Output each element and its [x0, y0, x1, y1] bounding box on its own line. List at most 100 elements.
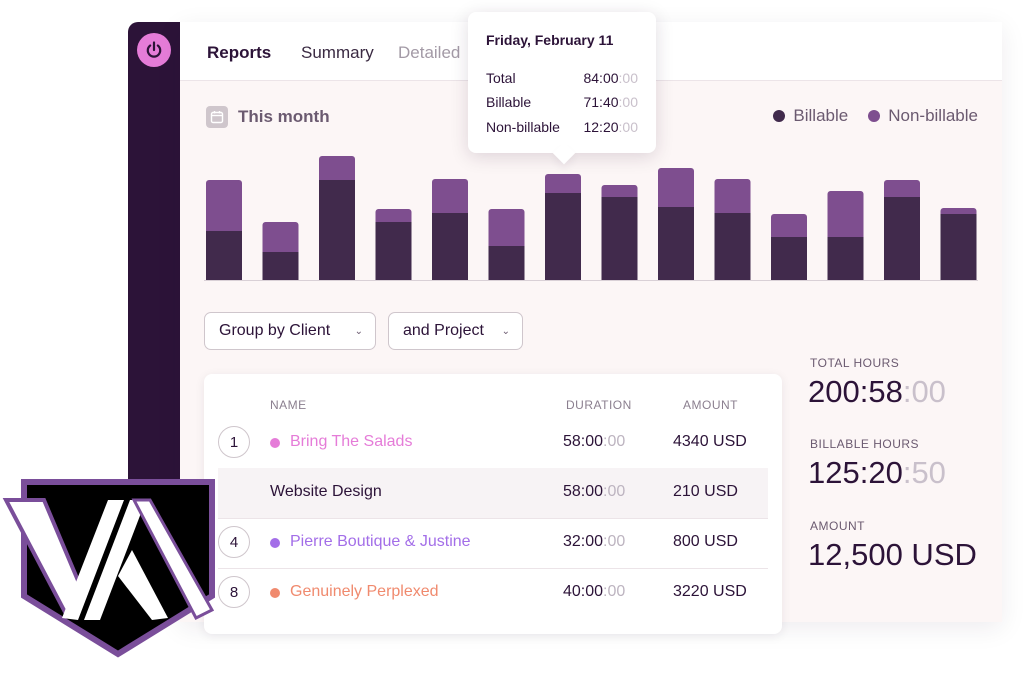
bar-segment-billable	[940, 214, 977, 280]
chart-bar[interactable]	[714, 179, 751, 280]
row-duration: 40:00:00	[563, 583, 625, 601]
tooltip-value: 71:40:00	[583, 94, 638, 110]
bar-segment-non-billable	[714, 179, 751, 216]
column-header-name: NAME	[270, 398, 307, 412]
bar-segment-billable	[827, 237, 864, 280]
tooltip-value-main: 71:40	[583, 94, 619, 110]
chart-bar[interactable]	[206, 180, 242, 280]
duration-value: 58:00	[563, 483, 604, 500]
tooltip-value-main: 12:20	[583, 119, 619, 135]
row-amount: 800 USD	[673, 533, 738, 550]
duration-faded: :00	[603, 483, 626, 500]
table-row[interactable]: 8 Genuinely Perplexed 40:00:00 3220 USD	[218, 568, 768, 618]
bar-segment-billable	[262, 252, 299, 280]
chevron-down-icon: ⌄	[354, 325, 363, 337]
chart-bar[interactable]	[545, 174, 581, 280]
sidebar	[128, 22, 180, 502]
chart-bar[interactable]	[601, 185, 638, 280]
bar-segment-billable	[545, 193, 581, 280]
tooltip-row-total: Total 84:00:00	[486, 70, 638, 86]
total-hours-label: TOTAL HOURS	[810, 356, 900, 370]
bar-segment-non-billable	[319, 156, 355, 183]
row-number: 8	[218, 576, 250, 608]
amount-label: AMOUNT	[810, 519, 865, 533]
client-color-dot	[270, 588, 280, 598]
bar-segment-billable	[658, 207, 694, 280]
billable-hours-main: 125:20	[808, 455, 903, 490]
table-row[interactable]: 1 Bring The Salads 58:00:00 4340 USD	[218, 418, 768, 469]
tooltip-label: Total	[486, 70, 516, 86]
bar-segment-billable	[488, 246, 525, 280]
chart-bar[interactable]	[827, 191, 864, 280]
sub-group-dropdown[interactable]: and Project ⌄	[388, 312, 523, 350]
bar-segment-non-billable	[432, 179, 468, 216]
tab-detailed[interactable]: Detailed	[398, 43, 461, 62]
chart-bar[interactable]	[771, 214, 807, 280]
group-by-value: Group by Client	[219, 322, 331, 339]
chevron-down-icon: ⌄	[501, 325, 510, 337]
client-name[interactable]: Bring The Salads	[290, 433, 413, 450]
period-selector[interactable]: This month	[206, 106, 330, 128]
row-duration: 32:00:00	[563, 533, 625, 551]
duration-faded: :00	[603, 433, 626, 450]
legend-dot	[773, 110, 786, 122]
chart-bar[interactable]	[319, 156, 355, 280]
bar-segment-non-billable	[658, 168, 694, 210]
duration-faded: :00	[603, 533, 626, 550]
group-by-dropdown[interactable]: Group by Client ⌄	[204, 312, 376, 350]
chart-bar[interactable]	[488, 209, 525, 280]
period-label: This month	[238, 107, 330, 126]
bar-segment-billable	[714, 213, 751, 280]
row-amount: 4340 USD	[673, 433, 747, 450]
tooltip-value-faded: :00	[618, 119, 638, 135]
amount-value: 12,500 USD	[808, 537, 977, 572]
bar-chart	[204, 156, 978, 281]
chart-bar[interactable]	[884, 180, 920, 280]
row-amount: 3220 USD	[673, 583, 747, 600]
row-number: 4	[218, 526, 250, 558]
tab-reports[interactable]: Reports	[207, 43, 272, 62]
tooltip-row-billable: Billable 71:40:00	[486, 94, 638, 110]
duration-value: 58:00	[563, 433, 604, 450]
tooltip-value-main: 84:00	[583, 70, 619, 86]
chart-bar[interactable]	[262, 222, 299, 280]
power-button[interactable]	[137, 33, 171, 67]
tooltip-value-faded: :00	[618, 70, 638, 86]
tooltip-value-faded: :00	[618, 94, 638, 110]
client-color-dot	[270, 438, 280, 448]
calendar-icon	[206, 106, 228, 128]
chart-bar[interactable]	[432, 179, 468, 280]
bar-segment-non-billable	[827, 191, 864, 240]
chart-bar[interactable]	[658, 168, 694, 280]
legend-non-billable: Non-billable	[868, 106, 978, 126]
client-color-dot	[270, 538, 280, 548]
shield-logo	[2, 479, 215, 658]
bar-segment-billable	[884, 197, 920, 280]
bar-segment-billable	[432, 213, 468, 280]
row-amount: 210 USD	[673, 483, 738, 500]
legend-billable: Billable	[773, 106, 848, 126]
client-name[interactable]: Pierre Boutique & Justine	[290, 533, 471, 550]
bar-segment-billable	[319, 180, 355, 280]
client-name[interactable]: Genuinely Perplexed	[290, 583, 439, 600]
chart-legend: Billable Non-billable	[773, 106, 978, 126]
chart-bar[interactable]	[940, 208, 977, 280]
tooltip-row-non-billable: Non-billable 12:20:00	[486, 119, 638, 135]
report-table: NAME DURATION AMOUNT 1 Bring The Salads …	[204, 374, 782, 634]
table-row[interactable]: 4 Pierre Boutique & Justine 32:00:00 800…	[218, 518, 768, 569]
project-name: Website Design	[270, 483, 382, 500]
chart-bar[interactable]	[375, 209, 412, 280]
tooltip-value: 84:00:00	[583, 70, 638, 86]
total-hours-value: 200:58:00	[808, 374, 946, 410]
bar-segment-non-billable	[375, 209, 412, 225]
legend-dot	[868, 110, 881, 122]
tab-summary[interactable]: Summary	[301, 43, 374, 62]
tooltip-label: Non-billable	[486, 119, 560, 135]
row-number: 1	[218, 426, 250, 458]
total-hours-main: 200:58	[808, 374, 903, 409]
bar-segment-non-billable	[545, 174, 581, 196]
table-row[interactable]: Website Design 58:00:00 210 USD	[218, 468, 768, 519]
bar-segment-non-billable	[488, 209, 525, 249]
duration-value: 40:00	[563, 583, 604, 600]
column-header-duration: DURATION	[566, 398, 632, 412]
